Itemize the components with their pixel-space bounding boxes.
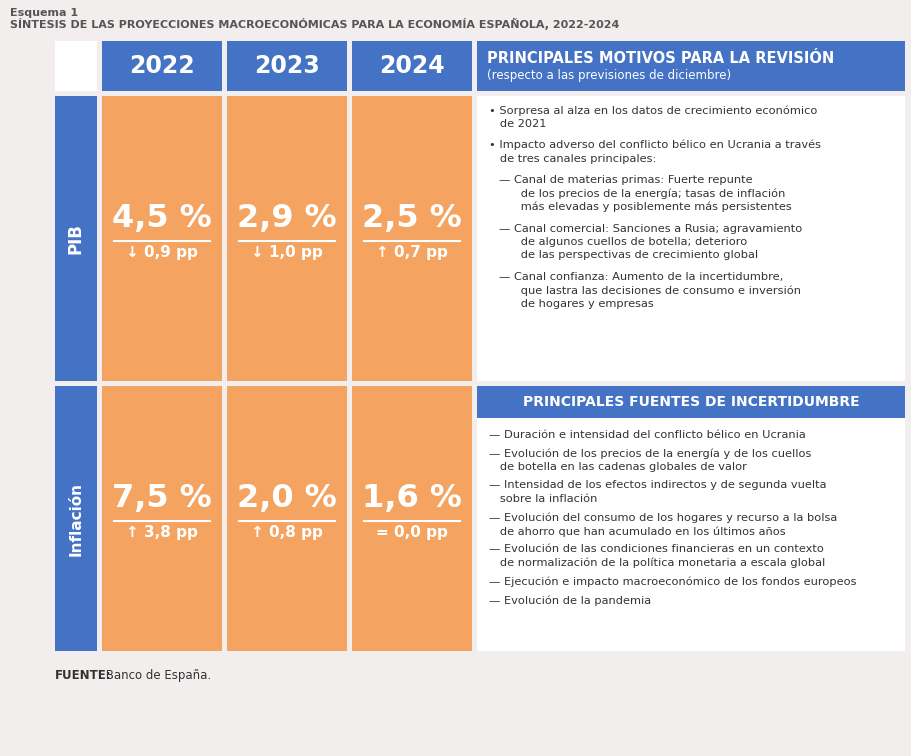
Text: — Canal confianza: Aumento de la incertidumbre,
      que lastra las decisiones : — Canal confianza: Aumento de la incerti… [498,272,800,308]
Text: (respecto a las previsiones de diciembre): (respecto a las previsiones de diciembre… [486,69,731,82]
Text: PRINCIPALES MOTIVOS PARA LA REVISIÓN: PRINCIPALES MOTIVOS PARA LA REVISIÓN [486,51,834,66]
Bar [472,41,476,651]
Text: ↓ 1,0 pp: ↓ 1,0 pp [251,244,322,259]
Bar [476,41,904,91]
Bar [55,96,97,381]
Bar [352,96,472,381]
Bar [97,41,102,651]
Text: 2023: 2023 [254,54,320,78]
Text: 2,9 %: 2,9 % [237,203,336,234]
Bar [55,381,904,386]
Text: — Canal de materias primas: Fuerte repunte
      de los precios de la energía; t: — Canal de materias primas: Fuerte repun… [498,175,791,212]
Text: PRINCIPALES FUENTES DE INCERTIDUMBRE: PRINCIPALES FUENTES DE INCERTIDUMBRE [522,395,858,409]
Text: Inflación: Inflación [68,482,84,556]
Bar [227,96,346,381]
Text: = 0,0 pp: = 0,0 pp [375,525,447,540]
Text: ↓ 0,9 pp: ↓ 0,9 pp [126,244,198,259]
Bar [55,386,97,651]
Text: Esquema 1: Esquema 1 [10,8,78,18]
Text: • Sorpresa al alza en los datos de crecimiento económico
   de 2021: • Sorpresa al alza en los datos de creci… [488,105,816,129]
Text: — Ejecución e impacto macroeconómico de los fondos europeos: — Ejecución e impacto macroeconómico de … [488,577,855,587]
Bar [476,386,904,418]
Text: PIB: PIB [67,223,85,254]
Text: 2,5 %: 2,5 % [362,203,461,234]
Bar [227,41,346,91]
Bar [102,96,221,381]
Text: — Evolución de los precios de la energía y de los cuellos
   de botella en las c: — Evolución de los precios de la energía… [488,448,811,472]
Text: — Intensidad de los efectos indirectos y de segunda vuelta
   sobre la inflación: — Intensidad de los efectos indirectos y… [488,481,825,503]
Text: Banco de España.: Banco de España. [102,669,210,682]
Text: — Evolución del consumo de los hogares y recurso a la bolsa
   de ahorro que han: — Evolución del consumo de los hogares y… [488,513,836,537]
Bar [221,41,227,651]
Text: 2024: 2024 [379,54,445,78]
Bar [55,91,904,96]
Bar [476,96,904,381]
Text: 1,6 %: 1,6 % [362,483,462,514]
Text: ↑ 0,8 pp: ↑ 0,8 pp [251,525,322,540]
Text: • Impacto adverso del conflicto bélico en Ucrania a través
   de tres canales pr: • Impacto adverso del conflicto bélico e… [488,140,820,163]
Text: 4,5 %: 4,5 % [112,203,211,234]
Bar [227,386,346,651]
Bar [102,41,221,91]
Text: — Evolución de las condiciones financieras en un contexto
   de normalización de: — Evolución de las condiciones financier… [488,544,824,569]
Text: ↑ 0,7 pp: ↑ 0,7 pp [375,244,447,259]
Bar [352,386,472,651]
Bar [102,386,221,651]
Bar [476,386,904,651]
Bar [352,41,472,91]
Text: 7,5 %: 7,5 % [112,483,211,514]
Text: — Evolución de la pandemia: — Evolución de la pandemia [488,595,650,606]
Text: 2022: 2022 [129,54,195,78]
Bar [346,41,352,651]
Text: FUENTE:: FUENTE: [55,669,111,682]
Text: — Duración e intensidad del conflicto bélico en Ucrania: — Duración e intensidad del conflicto bé… [488,430,804,440]
Text: — Canal comercial: Sanciones a Rusia; agravamiento
      de algunos cuellos de b: — Canal comercial: Sanciones a Rusia; ag… [498,224,802,259]
Bar [55,41,904,651]
Text: 2,0 %: 2,0 % [237,483,336,514]
Text: ↑ 3,8 pp: ↑ 3,8 pp [126,525,198,540]
Text: SÍNTESIS DE LAS PROYECCIONES MACROECONÓMICAS PARA LA ECONOMÍA ESPAÑOLA, 2022-202: SÍNTESIS DE LAS PROYECCIONES MACROECONÓM… [10,18,619,30]
